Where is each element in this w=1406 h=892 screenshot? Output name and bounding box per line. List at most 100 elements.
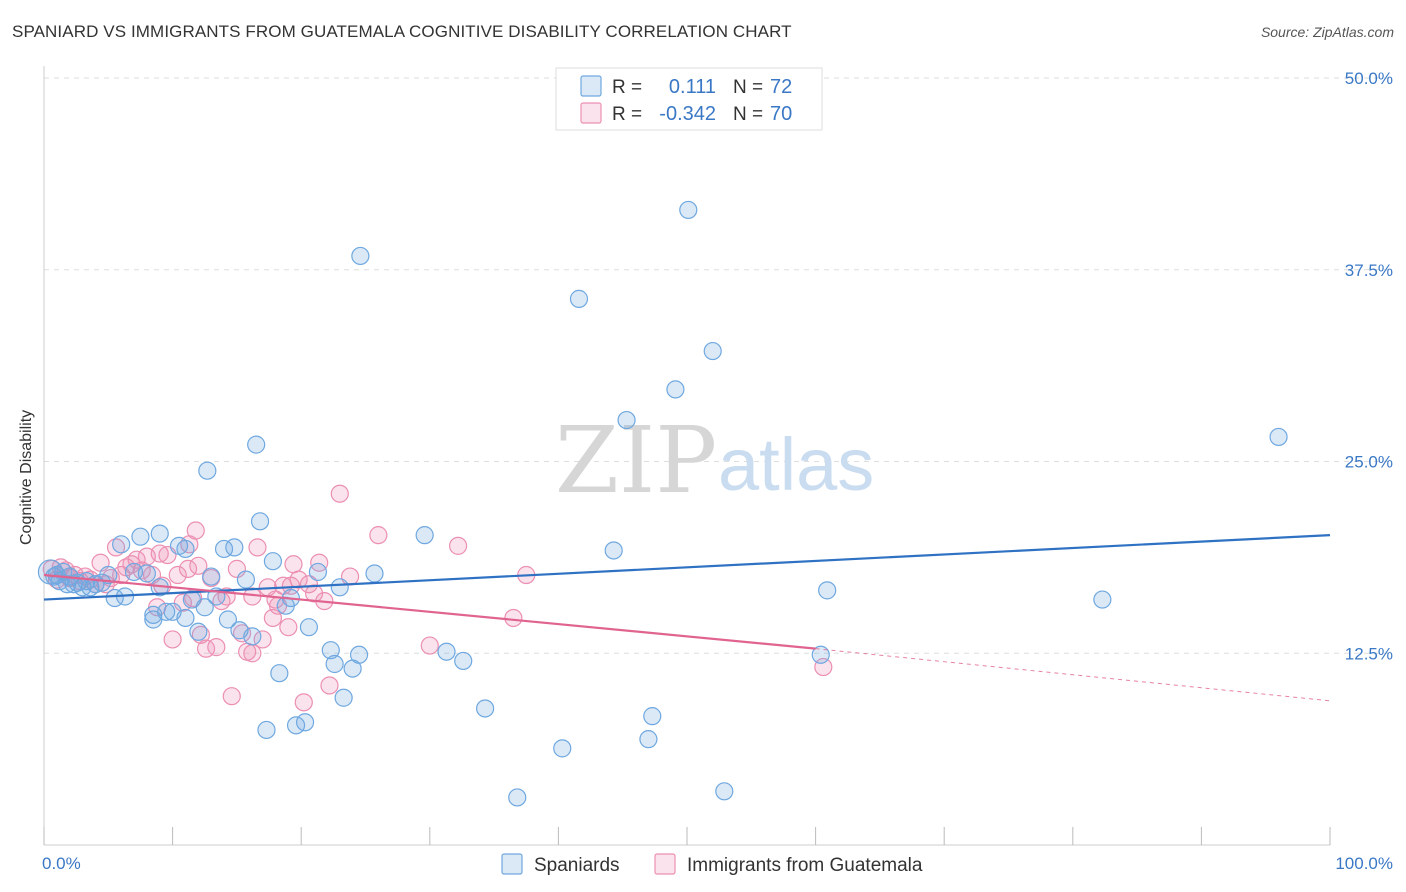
series-spaniards-points [37,200,1288,807]
spaniards-point [569,289,589,308]
spaniards-point [508,788,527,807]
series-guatemala-points [42,484,833,712]
legend-r-value: 0.111 [669,76,716,98]
legend-r-value: -0.342 [659,103,716,125]
spaniards-point [415,526,434,545]
stats-legend-box [555,67,823,131]
spaniards-point [617,410,636,430]
legend-series-label: Spaniards [534,855,620,876]
spaniards-point [189,622,208,641]
spaniards-point [250,512,270,531]
guatemala-point [284,555,303,574]
guatemala-trend-extension [815,648,1331,702]
spaniards-point [299,618,319,637]
spaniards-point [349,645,369,664]
spaniards-point [198,461,217,480]
guatemala-point [253,630,272,649]
y-tick-label: 12.5% [1345,644,1393,663]
trend-lines [43,534,1331,702]
spaniards-point [295,713,315,732]
guatemala-point [294,693,313,712]
spaniards-point [176,608,195,628]
guatemala-point [189,556,208,575]
watermark-atlas: atlas [718,423,874,506]
spaniards-point [247,435,266,454]
spaniards-point [270,664,289,683]
guatemala-point [106,538,126,557]
spaniards-point [236,570,256,589]
x-tick-label-min: 0.0% [42,854,81,873]
spaniards-trend-line [43,534,1331,601]
legend-swatch-blue [501,853,523,875]
spaniards-point [818,581,837,600]
guatemala-point [150,544,169,563]
y-tick-label: 37.5% [1345,261,1393,280]
x-tick-label-max: 100.0% [1335,854,1393,873]
source-credit: Source: ZipAtlas.com [1260,24,1394,40]
spaniards-point [225,538,244,557]
spaniards-point [137,564,156,583]
guatemala-point [266,590,285,609]
guatemala-point [178,559,198,578]
guatemala-point [168,565,187,585]
legend-swatch-pink [654,853,676,875]
legend-swatch-pink [580,102,602,124]
spaniards-point [330,578,349,597]
spaniards-point [639,730,658,749]
guatemala-trend-line [43,573,816,650]
guatemala-point [448,536,468,555]
spaniards-point [351,246,370,266]
guatemala-point [310,553,329,572]
spaniards-point [243,627,262,646]
spaniards-point [715,782,734,801]
legend-r-label: R = [612,77,642,98]
spaniards-point [131,527,150,546]
spaniards-point [150,524,169,543]
guatemala-point [279,618,298,637]
gridlines [44,77,1392,654]
guatemala-point [243,644,262,663]
legend-n-value: 72 [770,76,792,98]
chart-title: SPANIARD VS IMMIGRANTS FROM GUATEMALA CO… [12,22,792,41]
y-tick-label: 25.0% [1345,453,1393,472]
guatemala-point [504,608,523,628]
legend-series-label: Immigrants from Guatemala [687,855,923,876]
spaniards-point [99,565,118,585]
guatemala-point [132,561,151,580]
spaniards-point [454,651,473,671]
y-tick-label: 50.0% [1345,69,1393,88]
spaniards-point [157,602,176,621]
spaniards-point [257,720,276,740]
watermark-zip: ZIP [555,407,717,514]
legend-r-label: R = [612,104,642,125]
spaniards-point [703,341,722,361]
spaniards-point [325,654,344,674]
stats-legend: R = 0.111 N = 72 R = -0.342 N = 70 [555,67,823,131]
spaniards-point [334,688,353,707]
legend-n-label: N = [733,104,763,125]
spaniards-point [195,598,214,617]
spaniards-point [218,610,237,629]
spaniards-point [666,380,685,399]
spaniards-point [1093,590,1112,609]
guatemala-point [320,676,339,695]
guatemala-point [191,625,210,644]
spaniards-point [437,642,456,661]
spaniards-point [643,707,662,726]
legend-n-label: N = [733,77,763,98]
guatemala-point [420,636,439,655]
spaniards-point [263,552,283,571]
guatemala-point [304,584,324,603]
guatemala-point [248,538,267,557]
guatemala-point [232,624,252,643]
watermark: ZIP atlas [555,407,874,514]
spaniards-point [112,535,131,554]
spaniards-point [475,699,495,718]
spaniards-point [308,562,328,582]
spaniards-point [202,567,221,586]
guatemala-point [163,630,182,649]
guatemala-point [330,484,349,503]
spaniards-point [1269,427,1288,447]
guatemala-point [207,638,226,657]
